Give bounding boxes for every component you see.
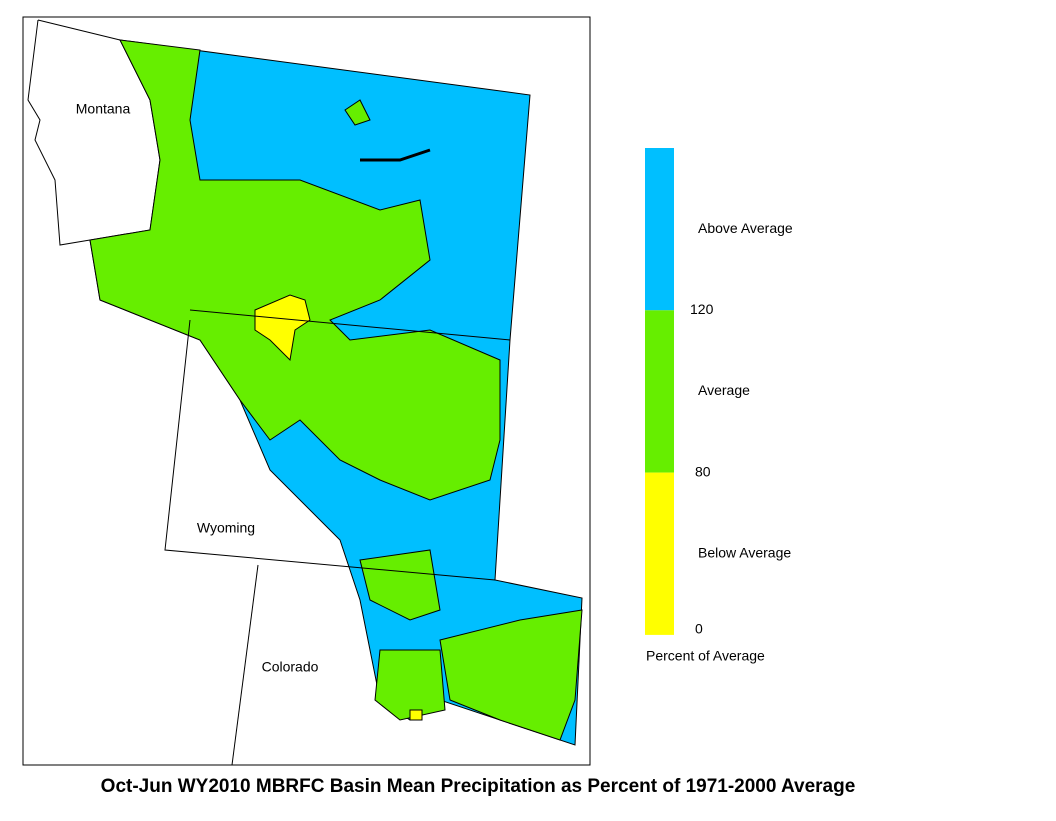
basin-region [344,99,371,126]
basin-region [359,549,441,621]
basin-region [254,294,311,362]
legend: Above Average Average Below Average 120 80 0 [645,148,793,637]
state-outlines [27,19,511,766]
legend-label: Average [698,382,750,398]
state-label: Montana [76,101,131,117]
legend-title: Percent of Average [646,648,765,664]
map-title: Oct-Jun WY2010 MBRFC Basin Mean Precipit… [101,776,856,797]
legend-boundary: 120 [690,301,714,317]
state-label: Wyoming [197,520,255,536]
basins [89,39,583,746]
basin-region [89,39,501,501]
legend-label: Above Average [698,220,793,236]
legend-label: Below Average [698,544,791,560]
legend-swatch [645,310,674,473]
legend-boundary: 0 [695,621,703,637]
basin-region [409,709,423,721]
basin-region [439,609,583,741]
state-label: Colorado [262,659,319,675]
legend-swatch [645,472,674,635]
legend-swatch [645,148,674,311]
legend-boundary: 80 [695,463,711,479]
